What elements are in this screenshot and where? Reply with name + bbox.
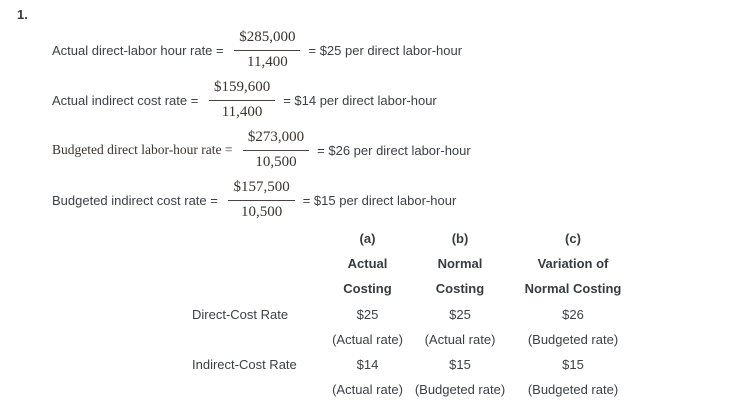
column-title-normal: Normal: [437, 256, 483, 272]
fraction-denominator: 10,500: [255, 153, 297, 170]
equation-label: Budgeted indirect cost rate =: [52, 192, 222, 208]
equation-result: = $14 per direct labor-hour: [283, 92, 437, 108]
fraction-numerator: $285,000: [234, 29, 301, 51]
equation-result: = $26 per direct labor-hour: [317, 142, 471, 158]
equation-row-actual-indirect-cost-rate: Actual indirect cost rate = $159,600 11,…: [52, 79, 437, 121]
item-number: 1.: [17, 7, 28, 22]
equation-label: Actual direct-labor hour rate =: [52, 42, 228, 58]
rate-type: (Budgeted rate): [527, 331, 619, 347]
column-title-actual: Actual: [347, 256, 388, 272]
table-spacer: [192, 251, 330, 276]
equation-row-actual-direct-labor-rate: Actual direct-labor hour rate = $285,000…: [52, 29, 462, 71]
fraction-denominator: 11,400: [247, 53, 288, 70]
rate-type: (Budgeted rate): [527, 382, 619, 398]
rate-value: $15: [449, 357, 471, 373]
rate-value: $26: [562, 306, 584, 322]
column-letter-a: (a): [359, 231, 376, 247]
fraction: $273,000 10,500: [242, 129, 310, 171]
row-label-direct-cost-rate: Direct-Cost Rate: [192, 306, 289, 322]
rate-value: $14: [356, 357, 379, 373]
column-title-normal-costing-c: Normal Costing: [524, 281, 622, 297]
column-title-costing-a: Costing: [343, 281, 392, 297]
column-title-variation: Variation of: [537, 256, 609, 272]
table-spacer: [192, 377, 330, 402]
equation-result: = $25 per direct labor-hour: [308, 42, 463, 58]
equation-label: Actual indirect cost rate =: [52, 92, 202, 108]
fraction-denominator: 11,400: [221, 103, 263, 120]
column-letter-c: (c): [565, 231, 581, 247]
column-letter-b: (b): [451, 231, 469, 247]
rate-value: $25: [449, 306, 471, 322]
table-spacer: [192, 276, 330, 301]
rate-type: (Actual rate): [332, 331, 403, 347]
fraction: $285,000 11,400: [234, 29, 301, 71]
fraction-numerator: $273,000: [242, 129, 310, 151]
equation-label: Budgeted direct labor-hour rate =: [52, 142, 236, 157]
fraction: $157,500 10,500: [228, 179, 295, 221]
fraction-numerator: $159,600: [208, 79, 276, 101]
rate-type: (Budgeted rate): [414, 382, 506, 398]
table-spacer: [192, 327, 330, 352]
fraction-denominator: 10,500: [240, 203, 283, 220]
rate-type: (Actual rate): [424, 331, 496, 347]
costing-table: (a) (b) (c) Actual Normal Variation of C…: [192, 226, 631, 402]
equation-result: = $15 per direct labor-hour: [302, 192, 457, 208]
rate-type: (Actual rate): [332, 382, 403, 398]
equation-row-budgeted-indirect-cost-rate: Budgeted indirect cost rate = $157,500 1…: [52, 179, 456, 221]
fraction-numerator: $157,500: [228, 179, 295, 201]
table-spacer: [192, 226, 330, 251]
rate-value: $15: [562, 357, 584, 373]
column-title-costing-b: Costing: [435, 281, 485, 297]
equation-row-budgeted-direct-labor-rate: Budgeted direct labor-hour rate = $273,0…: [52, 129, 471, 171]
rate-value: $25: [356, 306, 379, 322]
row-label-indirect-cost-rate: Indirect-Cost Rate: [192, 357, 297, 373]
fraction: $159,600 11,400: [208, 79, 276, 121]
